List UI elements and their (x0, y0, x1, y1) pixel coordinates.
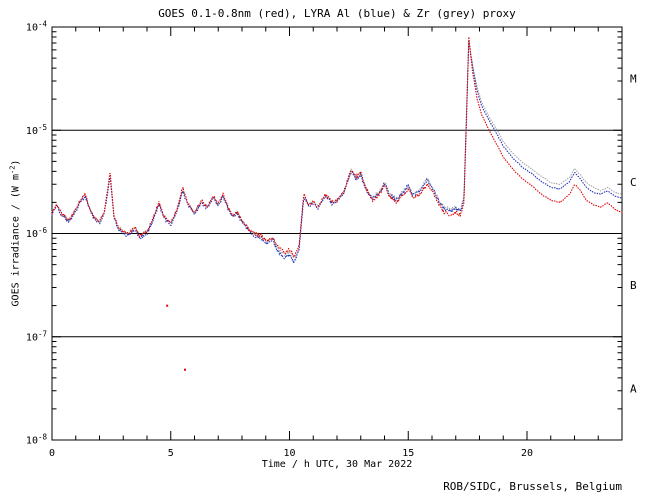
x-tick-label: 15 (402, 448, 414, 459)
y-tick-label: 10-8 (26, 433, 48, 447)
flare-class-label: M (630, 73, 637, 86)
x-axis-title: Time / h UTC, 30 Mar 2022 (261, 459, 413, 470)
series-curve-goes-0-1-0-8nm (51, 36, 623, 259)
y-tick-label: 10-7 (26, 329, 47, 343)
x-tick-label: 10 (283, 448, 295, 459)
chart-title: GOES 0.1-0.8nm (red), LYRA Al (blue) & Z… (158, 7, 516, 20)
stray-data-point (184, 368, 186, 371)
flare-class-label: C (630, 176, 637, 189)
x-tick-label: 5 (168, 448, 174, 459)
x-tick-label: 0 (49, 448, 55, 459)
stray-data-point (166, 304, 169, 307)
flare-class-label: B (630, 279, 637, 292)
series-curve-lyra-al-proxy (51, 39, 623, 265)
y-tick-label: 10-6 (26, 226, 48, 240)
series-curve-lyra-zr-proxy (51, 41, 623, 261)
credit-text: ROB/SIDC, Brussels, Belgium (443, 480, 622, 493)
flare-class-label: A (630, 382, 637, 395)
y-tick-label: 10-4 (26, 20, 48, 34)
y-tick-label: 10-5 (26, 123, 47, 137)
x-tick-label: 20 (521, 448, 533, 459)
